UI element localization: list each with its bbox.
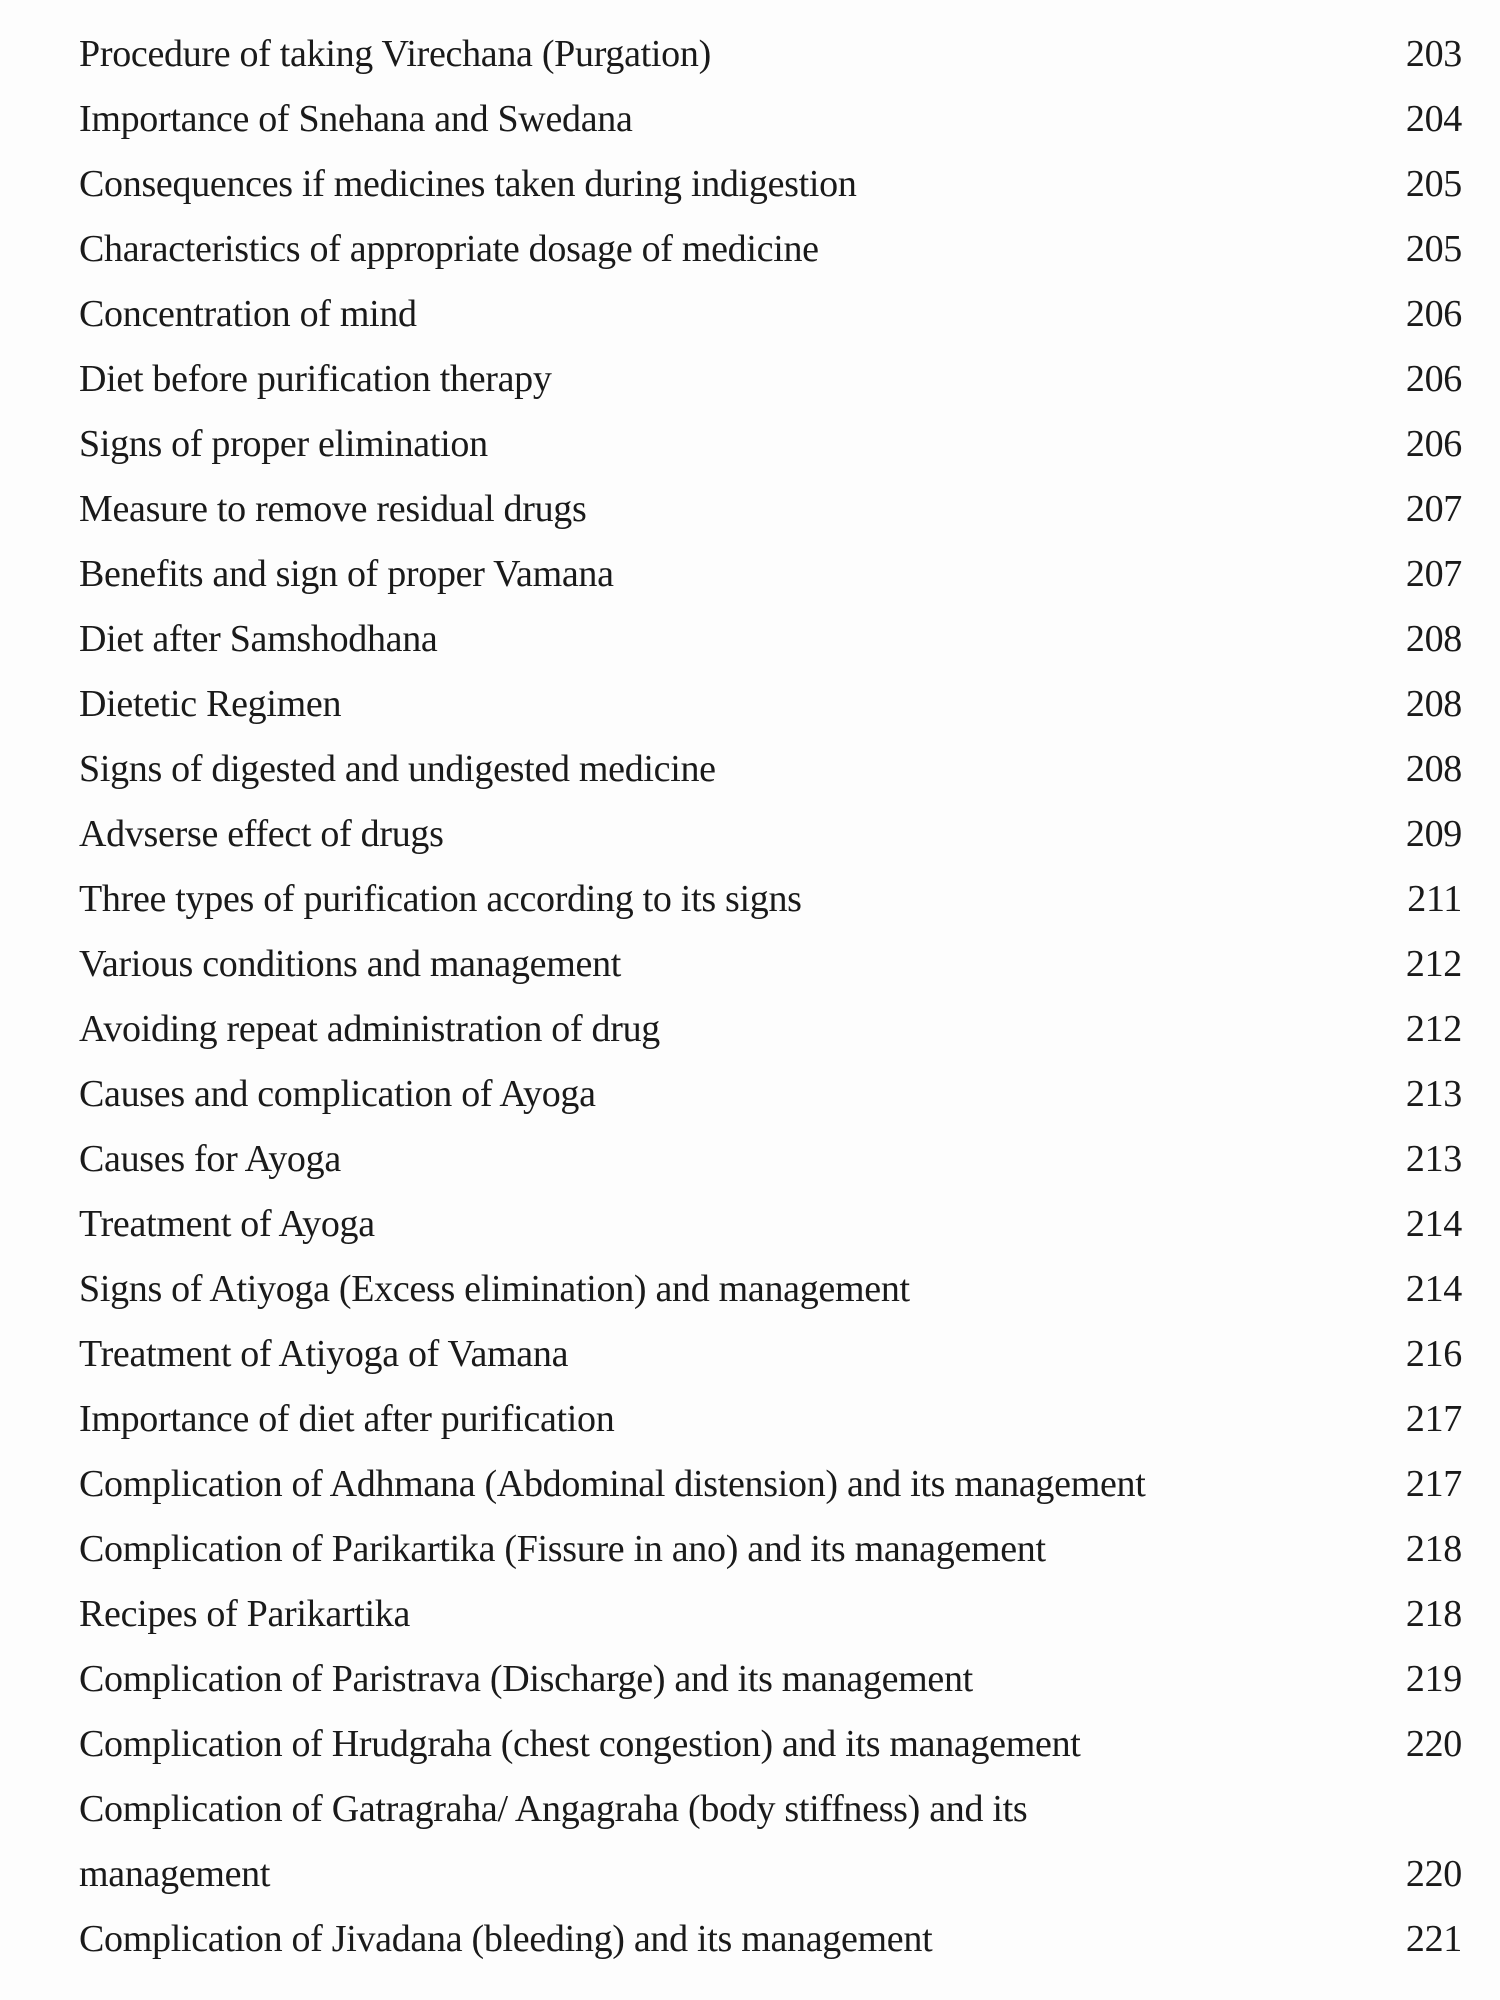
entry-title: Treatment of Ayoga	[79, 1203, 375, 1245]
entry-page-number: 204	[1405, 98, 1462, 140]
entry-title-continuation: management	[79, 1853, 271, 1895]
entry-title: Diet after Samshodhana	[79, 618, 438, 660]
entry-title: Avoiding repeat administration of drug	[79, 1008, 660, 1050]
toc-entry: Signs of digested and undigested medicin…	[79, 737, 1462, 802]
entry-title: Importance of diet after purification	[79, 1398, 615, 1440]
toc-entry: Advserse effect of drugs 209	[79, 802, 1462, 867]
entry-title: Benefits and sign of proper Vamana	[79, 553, 614, 595]
entry-title: Treatment of Atiyoga of Vamana	[79, 1333, 569, 1375]
toc-entry: Benefits and sign of proper Vamana 207	[79, 542, 1462, 607]
entry-title: Consequences if medicines taken during i…	[79, 163, 857, 205]
toc-entry: Measure to remove residual drugs 207	[79, 477, 1462, 542]
entry-title: Measure to remove residual drugs	[79, 488, 587, 530]
toc-entry: Dietetic Regimen 208	[79, 672, 1462, 737]
entry-page-number: 214	[1405, 1203, 1462, 1245]
entry-page-number: 213	[1405, 1138, 1462, 1180]
entry-page-number: 219	[1405, 1658, 1462, 1700]
toc-entry: Various conditions and management 212	[79, 932, 1462, 997]
toc-entry: Importance of Snehana and Swedana 204	[79, 87, 1462, 152]
entry-title: Complication of Parikartika (Fissure in …	[79, 1528, 1046, 1570]
toc-entry: Three types of purification according to…	[79, 867, 1462, 932]
toc-entry: Causes for Ayoga 213	[79, 1127, 1462, 1192]
toc-entry: Complication of Jivadana (bleeding) and …	[79, 1907, 1462, 1972]
entry-page-number: 206	[1405, 358, 1462, 400]
entry-page-number: 208	[1405, 683, 1462, 725]
entry-page-number: 208	[1405, 618, 1462, 660]
entry-title: Complication of Paristrava (Discharge) a…	[79, 1658, 973, 1700]
entry-title: Complication of Hrudgraha (chest congest…	[79, 1723, 1081, 1765]
entry-title: Causes for Ayoga	[79, 1138, 341, 1180]
entry-page-number: 216	[1405, 1333, 1462, 1375]
entry-title: Complication of Jivadana (bleeding) and …	[79, 1918, 933, 1960]
entry-title: Concentration of mind	[79, 293, 417, 335]
entry-page-number: 205	[1405, 228, 1462, 270]
toc-entry: Diet after Samshodhana 208	[79, 607, 1462, 672]
entry-page-number: 212	[1405, 1008, 1462, 1050]
entry-page-number: 218	[1405, 1528, 1462, 1570]
toc-entry: Signs of Atiyoga (Excess elimination) an…	[79, 1257, 1462, 1322]
toc-entry: Procedure of taking Virechana (Purgation…	[79, 22, 1462, 87]
entry-page-number: 217	[1405, 1398, 1462, 1440]
toc-entry: Treatment of Atiyoga of Vamana 216	[79, 1322, 1462, 1387]
toc-entry: Characteristics of appropriate dosage of…	[79, 217, 1462, 282]
toc-entry: Diet before purification therapy 206	[79, 347, 1462, 412]
entry-page-number: 211	[1407, 878, 1462, 920]
toc-entry: Consequences if medicines taken during i…	[79, 152, 1462, 217]
entry-title: Signs of Atiyoga (Excess elimination) an…	[79, 1268, 910, 1310]
entry-page-number: 203	[1405, 33, 1462, 75]
entry-title: Advserse effect of drugs	[79, 813, 444, 855]
toc-entry: Complication of Paristrava (Discharge) a…	[79, 1647, 1462, 1712]
toc-entry: Signs of proper elimination 206	[79, 412, 1462, 477]
table-of-contents: Procedure of taking Virechana (Purgation…	[79, 22, 1462, 1972]
entry-page-number: 212	[1405, 943, 1462, 985]
entry-page-number: 208	[1405, 748, 1462, 790]
entry-title: Various conditions and management	[79, 943, 622, 985]
entry-title: Complication of Adhmana (Abdominal diste…	[79, 1463, 1146, 1505]
entry-page-number: 220	[1405, 1723, 1462, 1765]
entry-title: Diet before purification therapy	[79, 358, 552, 400]
entry-page-number: 206	[1405, 423, 1462, 465]
toc-entry: Complication of Gatragraha/ Angagraha (b…	[79, 1777, 1462, 1842]
entry-title: Signs of digested and undigested medicin…	[79, 748, 716, 790]
entry-title: Causes and complication of Ayoga	[79, 1073, 596, 1115]
entry-page-number: 205	[1405, 163, 1462, 205]
toc-entry: Importance of diet after purification 217	[79, 1387, 1462, 1452]
toc-entry: Complication of Parikartika (Fissure in …	[79, 1517, 1462, 1582]
entry-page-number: 206	[1405, 293, 1462, 335]
entry-title: Three types of purification according to…	[79, 878, 802, 920]
entry-title: Recipes of Parikartika	[79, 1593, 411, 1635]
entry-page-number: 217	[1405, 1463, 1462, 1505]
entry-title: Signs of proper elimination	[79, 423, 488, 465]
entry-title: Complication of Gatragraha/ Angagraha (b…	[79, 1788, 1028, 1830]
toc-entry: Treatment of Ayoga 214	[79, 1192, 1462, 1257]
entry-page-number: 207	[1405, 553, 1462, 595]
toc-entry: Complication of Hrudgraha (chest congest…	[79, 1712, 1462, 1777]
entry-page-number: 209	[1405, 813, 1462, 855]
entry-title: Procedure of taking Virechana (Purgation…	[79, 33, 711, 75]
toc-entry: Recipes of Parikartika 218	[79, 1582, 1462, 1647]
entry-page-number: 218	[1405, 1593, 1462, 1635]
entry-page-number: 207	[1405, 488, 1462, 530]
entry-page-number: 213	[1405, 1073, 1462, 1115]
entry-page-number: 220	[1405, 1853, 1462, 1895]
entry-page-number: 221	[1405, 1918, 1462, 1960]
toc-entry: Complication of Adhmana (Abdominal diste…	[79, 1452, 1462, 1517]
entry-title: Dietetic Regimen	[79, 683, 342, 725]
entry-title: Characteristics of appropriate dosage of…	[79, 228, 819, 270]
toc-entry-continuation: management 220	[79, 1842, 1462, 1907]
toc-entry: Causes and complication of Ayoga 213	[79, 1062, 1462, 1127]
entry-title: Importance of Snehana and Swedana	[79, 98, 633, 140]
toc-entry: Concentration of mind 206	[79, 282, 1462, 347]
toc-entry: Avoiding repeat administration of drug 21…	[79, 997, 1462, 1062]
entry-page-number: 214	[1405, 1268, 1462, 1310]
